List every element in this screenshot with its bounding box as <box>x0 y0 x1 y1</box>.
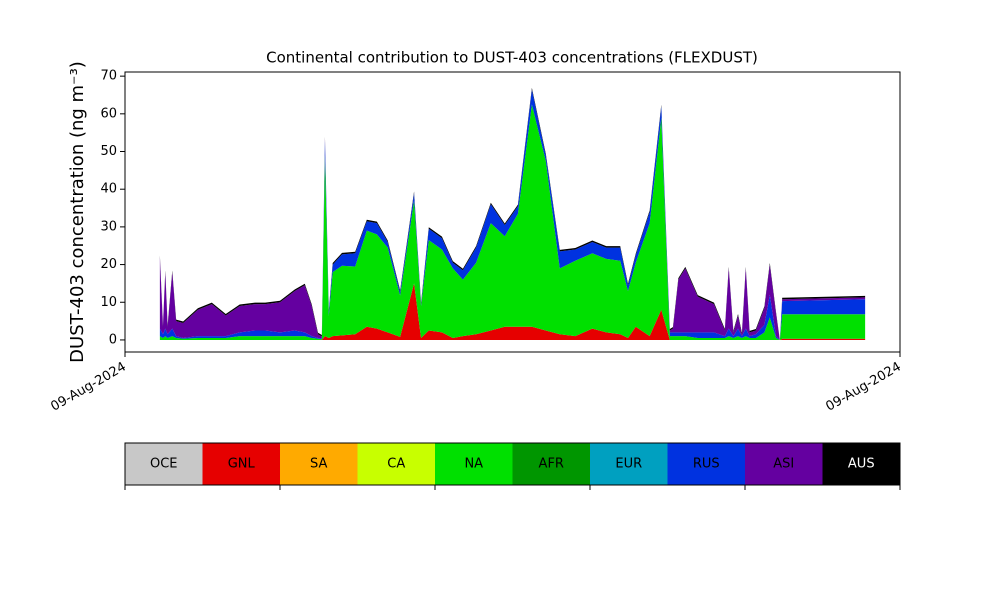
area-asi <box>159 89 866 340</box>
y-tick-label: 40 <box>100 182 117 197</box>
legend-label: AFR <box>539 457 564 472</box>
x-tick-label: 09-Aug-2024 <box>48 360 128 415</box>
area-aus <box>159 87 866 340</box>
legend-swatch <box>357 443 435 485</box>
legend-label: SA <box>310 457 327 472</box>
colorbar: OCE GNL SA CA NA AFR EUR RUS ASI AUS <box>124 442 901 490</box>
legend-label: GNL <box>228 457 256 472</box>
y-tick-label: 50 <box>100 144 117 159</box>
legend-swatch <box>202 443 280 485</box>
chart-title: Continental contribution to DUST-403 con… <box>266 49 758 67</box>
legend-swatch <box>125 443 203 485</box>
area-gnl <box>159 283 866 340</box>
y-tick-label: 60 <box>100 106 117 121</box>
legend-swatch <box>667 443 745 485</box>
legend-label: RUS <box>693 457 720 472</box>
area-rus <box>159 89 866 340</box>
area-na <box>159 104 866 340</box>
y-tick-label: 70 <box>100 69 117 84</box>
legend-swatch <box>590 443 668 485</box>
legend-label: CA <box>387 457 405 472</box>
legend-swatch <box>280 443 358 485</box>
legend-label: ASI <box>773 457 794 472</box>
legend-label: EUR <box>615 457 642 472</box>
x-tick-label: 09-Aug-2024 <box>823 360 903 415</box>
plot-frame <box>124 71 901 353</box>
legend-swatch <box>512 443 590 485</box>
y-tick-label: 0 <box>109 332 117 347</box>
legend-label: NA <box>464 457 483 472</box>
y-axis-label: DUST-403 concentration (ng m⁻³) <box>67 61 88 363</box>
y-tick-label: 30 <box>100 219 117 234</box>
y-tick-label: 10 <box>100 295 117 310</box>
plot-area <box>159 87 866 340</box>
y-tick-label: 20 <box>100 257 117 272</box>
legend-label: OCE <box>150 457 178 472</box>
legend-swatch <box>435 443 513 485</box>
legend-swatch <box>822 443 900 485</box>
colorbar-frame <box>124 442 901 486</box>
legend-swatch <box>745 443 823 485</box>
legend-label: AUS <box>848 457 875 472</box>
